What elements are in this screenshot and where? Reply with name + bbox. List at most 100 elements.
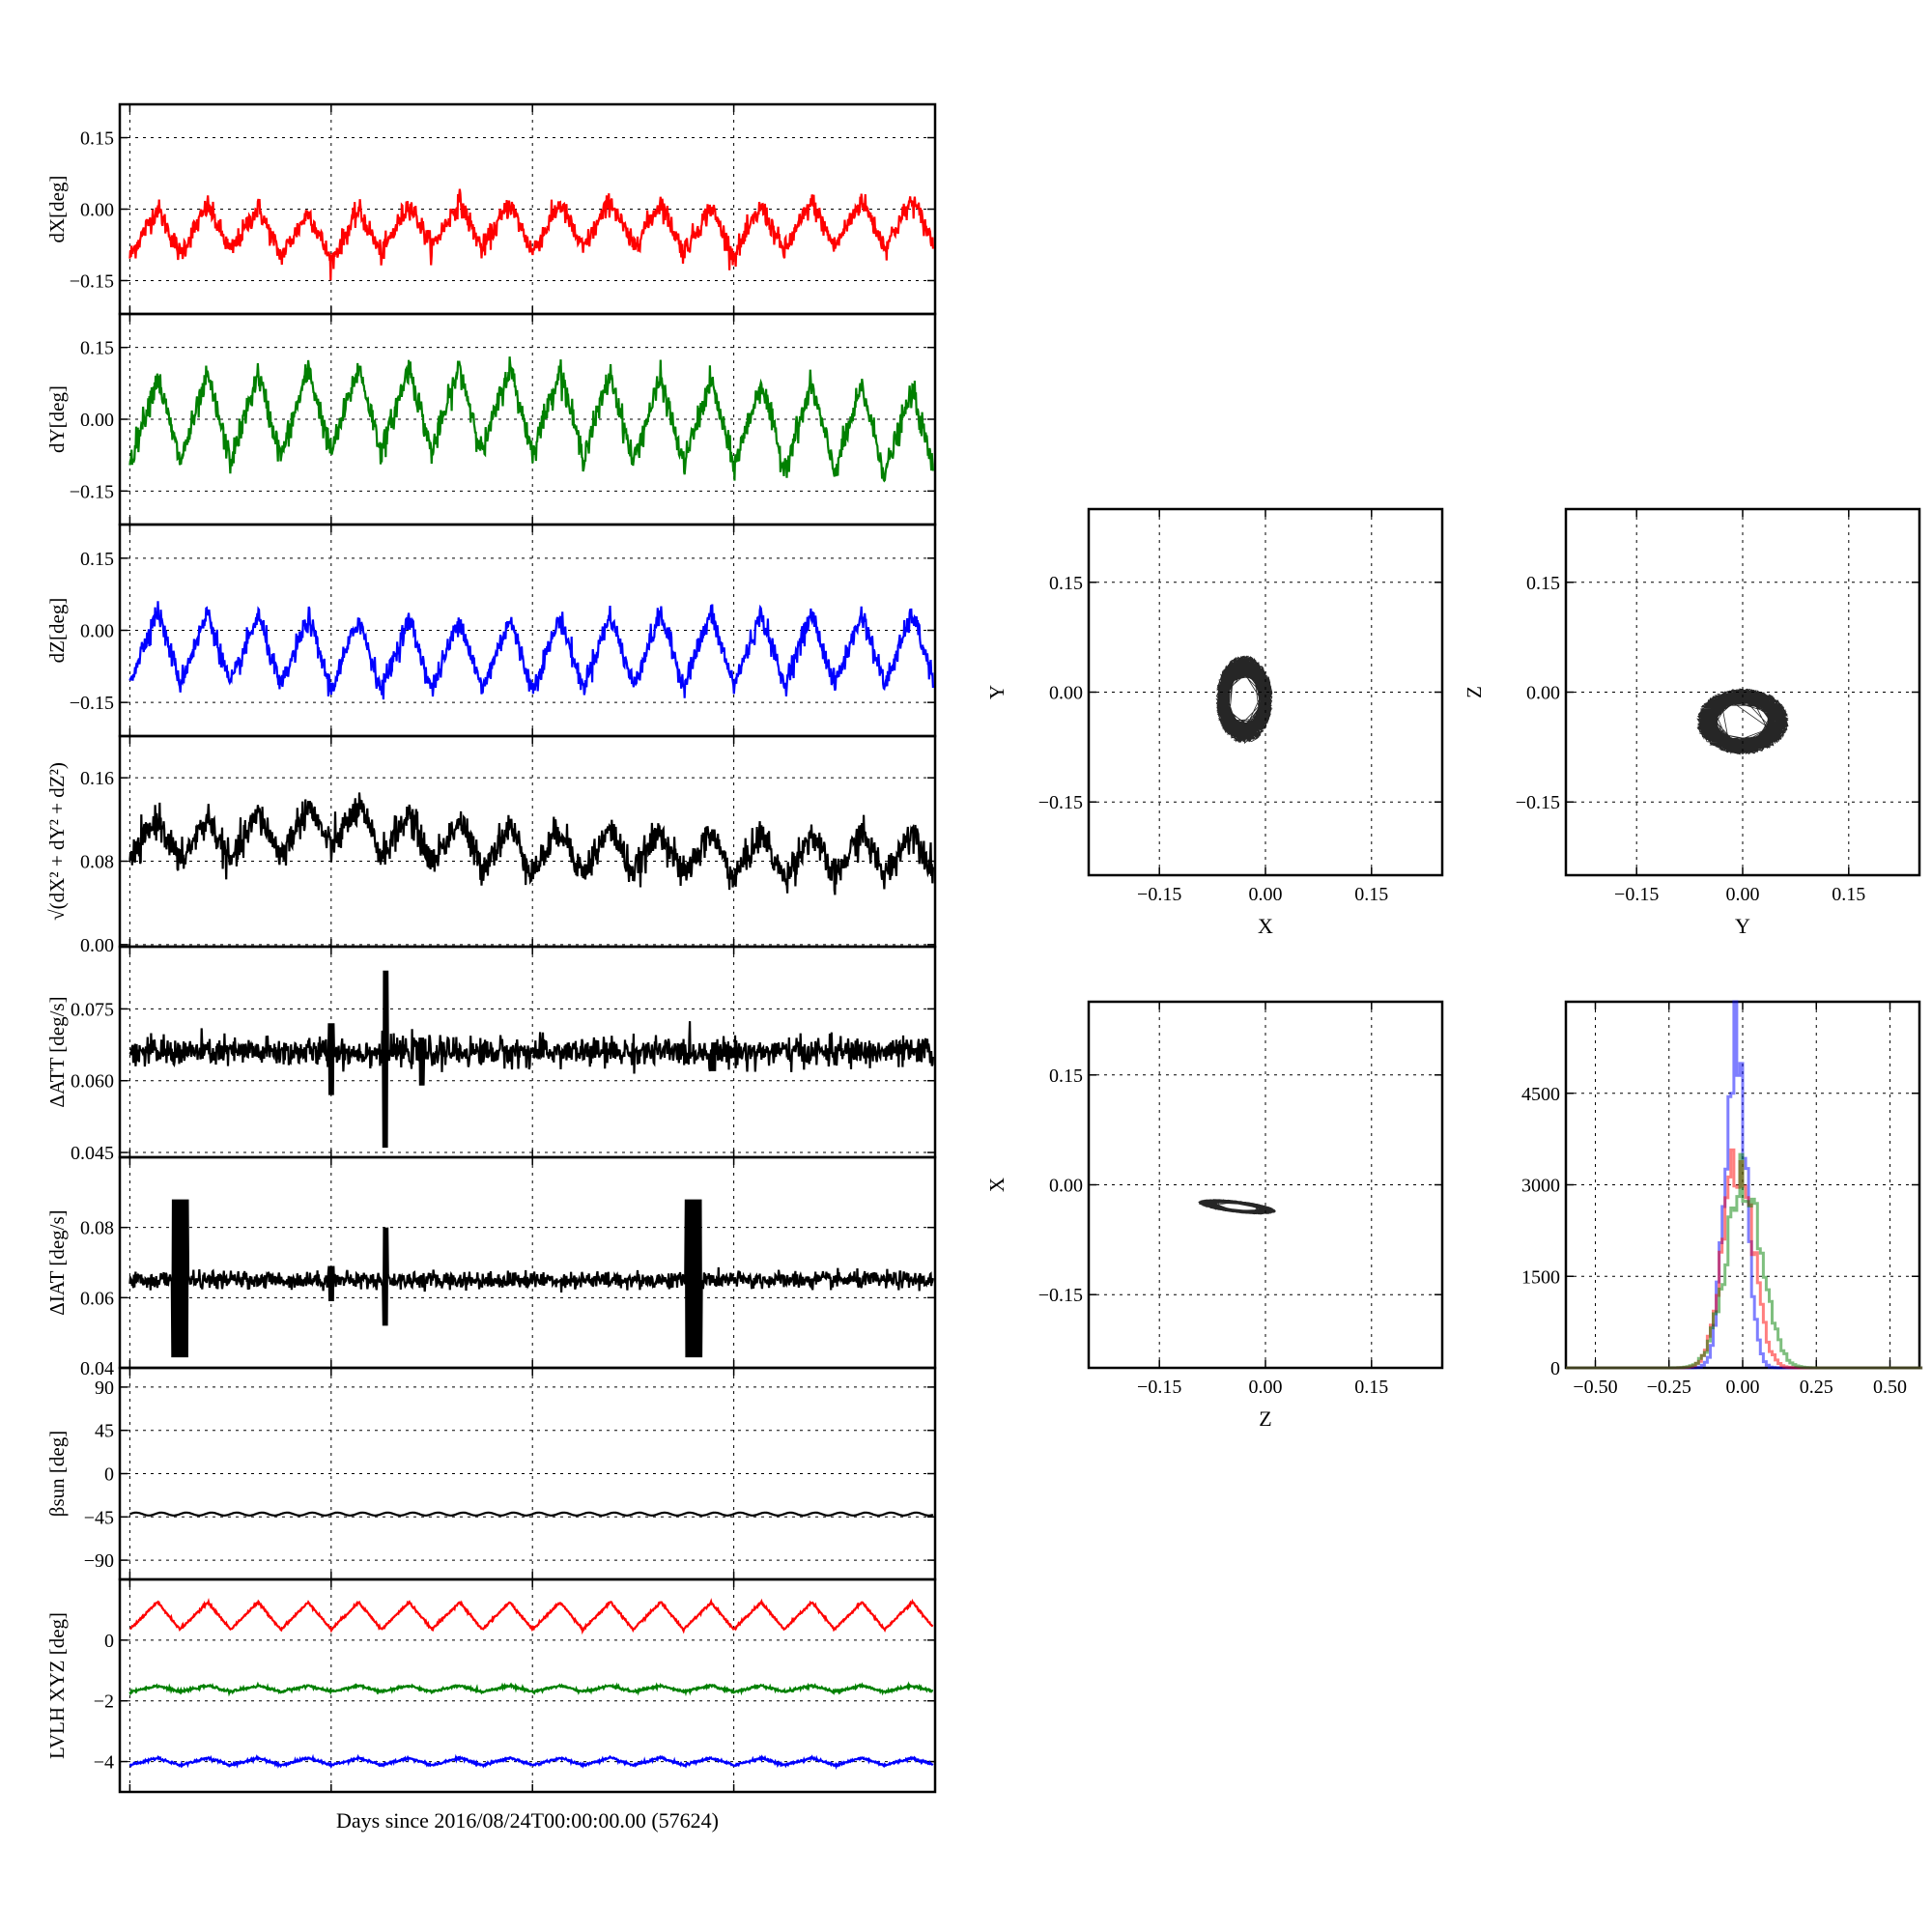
y-tick-label: 0.00 [80, 200, 114, 221]
y-tick-label: −0.15 [70, 693, 114, 714]
panel-dy: −0.15 0.00 0.15 dY[deg] [45, 312, 937, 526]
y-tick-label: 1500 [1521, 1266, 1560, 1288]
y-tick-label: 0 [104, 1464, 114, 1486]
y-tick-label: −90 [84, 1550, 114, 1572]
series-line-dr-0 [128, 792, 934, 895]
panel-frame [118, 1155, 937, 1370]
y-axis-label: βsun [deg] [45, 1431, 69, 1517]
panel-hist: 0 1500 3000 4500 −0.50 −0.25 0.00 0.25 0.50 [1521, 1000, 1923, 1398]
x-axis-label: Z [1259, 1406, 1271, 1431]
panel-zx: −0.15 0.00 0.15 −0.15 0.00 0.15 X Z [985, 1000, 1444, 1431]
y-axis-label: X [985, 1178, 1009, 1192]
panel-frame [118, 523, 937, 738]
panel-frame [118, 1577, 937, 1794]
y-tick-label: 0.15 [1049, 573, 1083, 594]
x-axis-label: Days since 2016/08/24T00:00:00.00 (57624… [336, 1808, 719, 1833]
panel-dz: −0.15 0.00 0.15 dZ[deg] [45, 523, 937, 738]
y-axis-label: Z [1463, 686, 1486, 698]
panel-frame [118, 1366, 937, 1581]
x-tick-label: 0.25 [1800, 1377, 1833, 1398]
x-tick-label: −0.15 [1614, 884, 1659, 905]
panel-frame [1087, 507, 1444, 877]
y-tick-label: −0.15 [1516, 792, 1560, 813]
series-line-datt-0 [128, 970, 934, 1149]
x-tick-label: 0.15 [1832, 884, 1865, 905]
y-tick-label: 0.00 [80, 935, 114, 956]
x-tick-label: −0.15 [1137, 1377, 1181, 1398]
x-axis-label: Y [1735, 914, 1750, 938]
y-tick-label: 0.04 [80, 1358, 114, 1379]
panel-frame [1564, 1000, 1921, 1370]
series-line-beta-0 [129, 1511, 934, 1517]
y-tick-label: −45 [84, 1507, 114, 1528]
x-tick-label: 0.15 [1354, 1377, 1388, 1398]
panel-frame [118, 102, 937, 316]
panel-lvlh: −4 −2 0 LVLH XYZ [deg] [45, 1577, 937, 1794]
x-tick-label: −0.25 [1647, 1377, 1691, 1398]
y-tick-label: 3000 [1521, 1176, 1560, 1197]
series-line-lvlh-2 [128, 1753, 934, 1771]
y-tick-label: 45 [95, 1421, 114, 1442]
y-tick-label: 0.00 [1049, 1176, 1083, 1197]
x-tick-label: 0.00 [1726, 884, 1760, 905]
panel-dx: −0.15 0.00 0.15 dX[deg] [45, 102, 937, 316]
y-tick-label: 0.15 [80, 128, 114, 150]
panel-yz: −0.15 0.00 0.15 −0.15 0.00 0.15 Z Y [1463, 507, 1921, 938]
y-tick-label: −2 [94, 1691, 114, 1713]
y-axis-label: Y [985, 685, 1009, 699]
y-axis-label: ΔIAT [deg/s] [45, 1209, 69, 1315]
y-tick-label: 0.15 [1049, 1065, 1083, 1087]
y-tick-label: 0.16 [80, 768, 114, 789]
y-tick-label: 0.15 [80, 338, 114, 359]
x-axis-label: X [1258, 914, 1273, 938]
scatter-trace-yz [1696, 688, 1789, 755]
x-tick-label: 0.15 [1354, 884, 1388, 905]
y-axis-label: dY[deg] [45, 385, 69, 453]
x-tick-label: 0.00 [1726, 1377, 1760, 1398]
y-tick-label: 90 [95, 1378, 114, 1399]
panel-xy: −0.15 0.00 0.15 −0.15 0.00 0.15 Y X [985, 507, 1444, 938]
series-line-diat-0 [128, 1199, 934, 1358]
x-tick-label: 0.00 [1249, 1377, 1283, 1398]
y-tick-label: 0.08 [80, 852, 114, 873]
y-axis-label: ΔATT [deg/s] [45, 996, 69, 1107]
y-tick-label: 0 [1550, 1358, 1560, 1379]
series-line-lvlh-1 [128, 1681, 934, 1697]
y-tick-label: −0.15 [1038, 1285, 1083, 1306]
x-tick-label: 0.00 [1249, 884, 1283, 905]
panel-frame [1087, 1000, 1444, 1370]
histogram-series-1 [1566, 1148, 1923, 1370]
y-tick-label: 0.00 [80, 410, 114, 431]
series-line-dy-0 [128, 356, 934, 483]
x-tick-label: −0.50 [1573, 1377, 1617, 1398]
y-tick-label: 0.15 [80, 549, 114, 570]
scatter-trace-xy [1215, 655, 1273, 745]
y-tick-label: −0.15 [1038, 792, 1083, 813]
x-tick-label: −0.15 [1137, 884, 1181, 905]
x-tick-label: 0.50 [1873, 1377, 1907, 1398]
series-line-lvlh-0 [129, 1598, 934, 1635]
y-tick-label: 0.08 [80, 1218, 114, 1239]
panel-beta: −90 −45 0 45 90 βsun [deg] [45, 1366, 937, 1581]
y-tick-label: 0.06 [80, 1288, 114, 1309]
y-tick-label: 4500 [1521, 1084, 1560, 1105]
histogram-series-2 [1566, 1152, 1923, 1370]
series-line-dx-0 [128, 188, 934, 281]
y-tick-label: −0.15 [70, 270, 114, 292]
panel-frame [1564, 507, 1921, 877]
panel-diat: 0.04 0.06 0.08 ΔIAT [deg/s] [45, 1155, 937, 1379]
y-tick-label: 0.00 [1526, 683, 1560, 704]
y-tick-label: 0.045 [71, 1143, 114, 1164]
scatter-trace-zx [1198, 1199, 1277, 1215]
y-tick-label: 0.060 [71, 1071, 114, 1093]
y-tick-label: 0.15 [1526, 573, 1560, 594]
series-line-dz-0 [128, 601, 934, 700]
y-axis-label: dX[deg] [45, 176, 69, 243]
y-tick-label: −0.15 [70, 481, 114, 502]
panel-dr: 0.00 0.08 0.16 √(dX² + dY² + dZ²) [45, 734, 937, 956]
y-axis-label: dZ[deg] [45, 598, 69, 664]
y-tick-label: 0.00 [1049, 683, 1083, 704]
y-tick-label: 0.075 [71, 999, 114, 1020]
